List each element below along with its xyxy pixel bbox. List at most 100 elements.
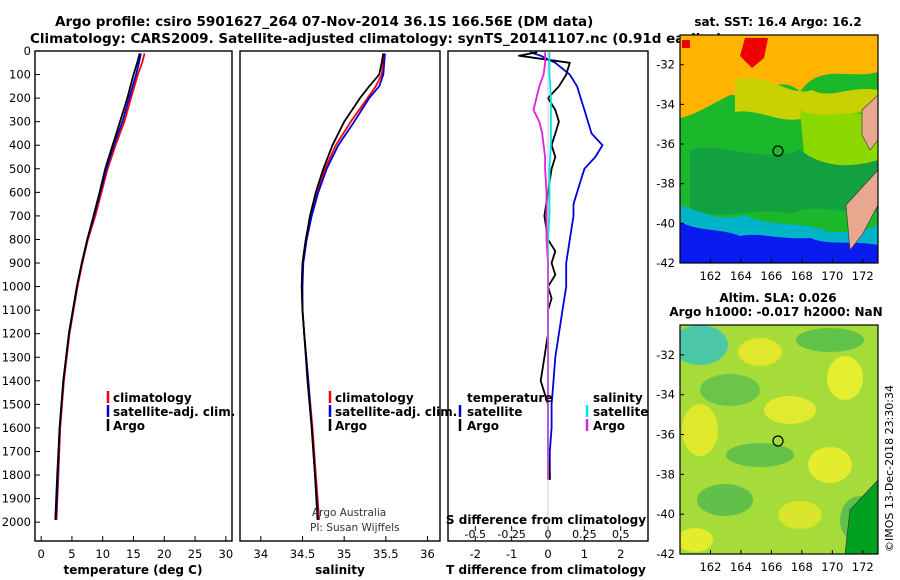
pressure-tick-label: 400 <box>9 138 31 152</box>
map-lon-label: 164 <box>730 269 752 283</box>
legend-label-argo: Argo <box>113 419 145 433</box>
s-diff-tick-label: 0.5 <box>612 528 630 541</box>
map-lat-label: -42 <box>656 256 675 270</box>
pressure-tick-label: 1800 <box>2 468 31 482</box>
legend-label-sal-argo: Argo <box>593 419 625 433</box>
map-lat-label: -34 <box>656 97 675 111</box>
sla-argo-position-marker <box>772 435 784 447</box>
pressure-tick-label: 0 <box>24 44 31 58</box>
pressure-tick-label: 1700 <box>2 444 31 458</box>
legend-label-argo: Argo <box>335 419 367 433</box>
map-lon-label: 168 <box>791 269 813 283</box>
sla-map-subtitle: Argo h1000: -0.017 h2000: NaN <box>669 305 882 319</box>
pressure-tick-label: 500 <box>9 162 31 176</box>
x-tick-label: 35 <box>337 547 352 561</box>
series-line-climatology <box>55 53 146 520</box>
salinity-difference-axis: -0.5 -0.25 0 0.25 0.5 <box>465 526 630 541</box>
sla-map-frame <box>679 324 879 555</box>
map-lat-label: -32 <box>656 58 675 72</box>
pressure-tick-label: 2000 <box>2 515 31 529</box>
legend-label-satellite: satellite-adj. clim. <box>335 405 457 419</box>
salinity-series <box>300 53 386 520</box>
salinity-panel <box>239 50 441 542</box>
map-lat-label: -36 <box>656 428 675 442</box>
pressure-axis: 0 100 200 300 400 500 600 700 800 900 1000 1100 1200… <box>2 44 40 529</box>
map-lon-label: 162 <box>699 269 721 283</box>
x-tick-label: -2 <box>470 547 481 561</box>
figure-title-line1: Argo profile: csiro 5901627_264 07-Nov-2… <box>55 14 593 30</box>
legend-label-temp-satellite: satellite <box>467 405 522 419</box>
series-line-satellite-adj-clim- <box>55 53 142 520</box>
x-tick-label: 36 <box>420 547 435 561</box>
series-line-temperature-satellite <box>529 51 604 480</box>
series-line-argo <box>54 53 141 520</box>
pressure-tick-label: 1100 <box>2 303 31 317</box>
legend-salinity-title: salinity <box>593 391 643 405</box>
sst-map-frame <box>679 34 879 264</box>
map-lat-label: -40 <box>656 507 675 521</box>
map-lat-label: -38 <box>656 467 675 481</box>
sst-map-axes: 162 164 166 168 170 172 -32 -34 -36 -38 -40 -42 <box>656 58 874 283</box>
x-tick-label: 10 <box>95 547 110 561</box>
imos-stamp: ©IMOS 13-Dec-2018 23:30:34 <box>883 385 896 552</box>
x-tick-label: 30 <box>219 547 234 561</box>
legend-label-satellite: satellite-adj. clim. <box>113 405 235 419</box>
temperature-x-axis: 0 5 10 15 20 25 30 <box>37 536 233 561</box>
figure-title-line2: Climatology: CARS2009. Satellite-adjuste… <box>30 31 722 47</box>
legend-label-temp-argo: Argo <box>467 419 499 433</box>
pressure-tick-label: 1200 <box>2 327 31 341</box>
sst-argo-position-marker <box>772 145 784 157</box>
pressure-tick-label: 1500 <box>2 397 31 411</box>
map-lon-label: 172 <box>852 560 874 574</box>
map-lon-label: 166 <box>760 560 782 574</box>
pressure-tick-label: 600 <box>9 185 31 199</box>
map-lon-label: 166 <box>760 269 782 283</box>
sst-map-field <box>680 35 878 263</box>
credit-pi: PI: Susan Wijffels <box>310 522 400 534</box>
salinity-difference-label: S difference from climatology <box>446 513 646 527</box>
map-lat-label: -32 <box>656 348 675 362</box>
s-diff-tick-label: -0.5 <box>465 528 486 541</box>
sla-map-field <box>680 325 878 554</box>
legend-label-climatology: climatology <box>113 391 192 405</box>
pressure-tick-label: 1600 <box>2 421 31 435</box>
pressure-tick-label: 1900 <box>2 492 31 506</box>
map-lat-label: -42 <box>656 547 675 561</box>
x-tick-label: 35.5 <box>373 547 399 561</box>
x-tick-label: 0 <box>544 547 551 561</box>
map-lon-label: 170 <box>821 269 843 283</box>
x-tick-label: 20 <box>157 547 172 561</box>
x-tick-label: 5 <box>68 547 75 561</box>
pressure-tick-label: 800 <box>9 232 31 246</box>
sst-map-title: sat. SST: 16.4 Argo: 16.2 <box>694 15 861 29</box>
x-tick-label: 34 <box>254 547 269 561</box>
series-line-temperature-argo <box>518 51 571 480</box>
salinity-legend: climatology satellite-adj. clim. Argo Ar… <box>310 391 457 534</box>
pressure-tick-label: 1400 <box>2 374 31 388</box>
sla-map-axes: 162 164 166 168 170 172 -32 -34 -36 -38 -40 -42 <box>656 348 874 574</box>
credit-institution: Argo Australia <box>312 507 386 519</box>
x-tick-label: 15 <box>126 547 141 561</box>
map-lat-label: -40 <box>656 216 675 230</box>
x-tick-label: 2 <box>617 547 624 561</box>
salinity-x-label: salinity <box>315 563 365 577</box>
temperature-panel <box>34 50 233 542</box>
map-lon-label: 162 <box>699 560 721 574</box>
salinity-x-axis: 34 34.5 35 35.5 36 <box>254 536 435 561</box>
x-tick-label: 34.5 <box>290 547 316 561</box>
map-lat-label: -38 <box>656 177 675 191</box>
pressure-tick-label: 900 <box>9 256 31 270</box>
series-line-salinity-argo <box>532 52 549 480</box>
temperature-legend: climatology satellite-adj. clim. Argo <box>106 391 235 433</box>
series-line-argo <box>300 53 385 520</box>
temperature-difference-x-label: T difference from climatology <box>446 563 646 577</box>
legend-label-climatology: climatology <box>335 391 414 405</box>
map-lon-label: 170 <box>821 560 843 574</box>
x-tick-label: -1 <box>506 547 517 561</box>
x-tick-label: 0 <box>37 547 44 561</box>
s-diff-tick-label: 0.25 <box>572 528 597 541</box>
map-lat-label: -36 <box>656 137 675 151</box>
x-tick-label: 1 <box>581 547 588 561</box>
legend-temperature-title: temperature <box>467 391 552 405</box>
